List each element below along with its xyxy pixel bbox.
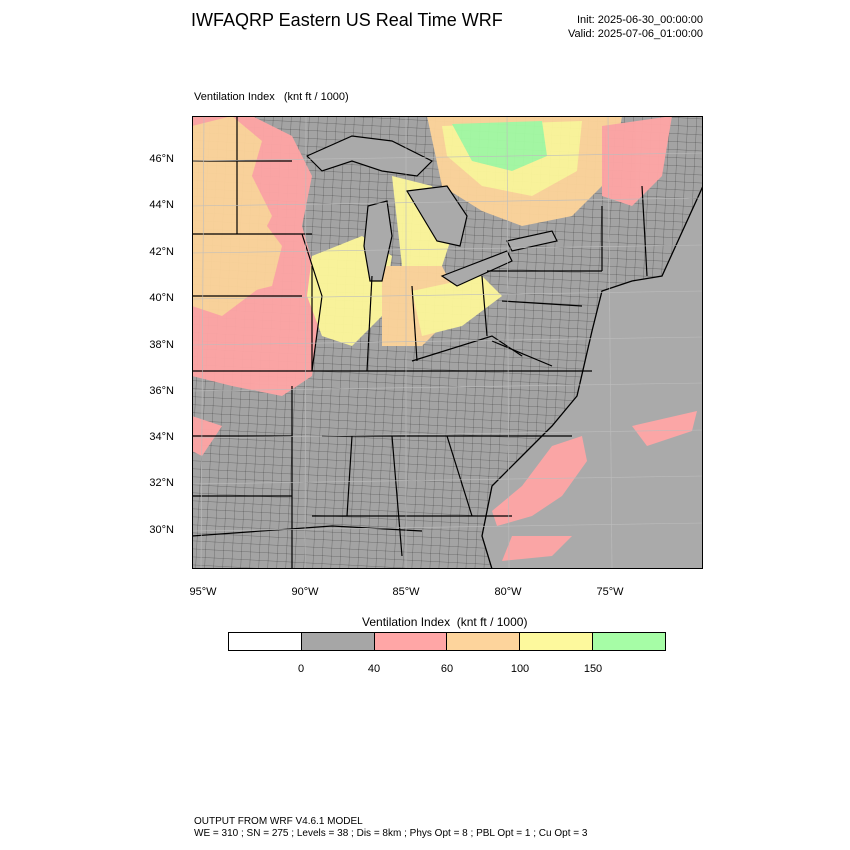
great-lakes bbox=[305, 135, 558, 287]
valid-time: Valid: 2025-07-06_01:00:00 bbox=[568, 28, 703, 40]
colorbar-box bbox=[301, 633, 375, 650]
lat-label: 32°N bbox=[149, 477, 174, 489]
colorbar-tick-label: 60 bbox=[440, 663, 454, 675]
lon-label: 90°W bbox=[291, 586, 319, 598]
shade-pink-atlantic-se bbox=[492, 436, 587, 526]
colorbar-tick-label: 100 bbox=[510, 663, 530, 675]
colorbar-box bbox=[520, 633, 594, 650]
colorbar-tick-label: 40 bbox=[367, 663, 381, 675]
weather-map bbox=[192, 116, 703, 569]
ventilation-shading bbox=[192, 116, 697, 561]
colorbar-tick-label: 150 bbox=[583, 663, 603, 675]
colorbar-box bbox=[593, 633, 665, 650]
lat-label: 42°N bbox=[149, 246, 174, 258]
init-time: Init: 2025-06-30_00:00:00 bbox=[577, 14, 703, 26]
lake-ontario bbox=[506, 230, 558, 252]
model-info: OUTPUT FROM WRF V4.6.1 MODEL bbox=[194, 816, 363, 827]
lon-label: 80°W bbox=[494, 586, 522, 598]
colorbar-tick-label: 0 bbox=[297, 663, 305, 675]
shade-pink-atlantic-e bbox=[632, 411, 697, 446]
colorbar-box bbox=[374, 633, 448, 650]
lon-label: 75°W bbox=[596, 586, 624, 598]
plot-title: IWFAQRP Eastern US Real Time WRF bbox=[191, 10, 503, 30]
lon-label: 95°W bbox=[189, 586, 217, 598]
lat-label: 30°N bbox=[149, 524, 174, 536]
lat-label: 46°N bbox=[149, 153, 174, 165]
lake-erie bbox=[440, 250, 513, 287]
coastline bbox=[481, 185, 703, 569]
lat-label: 38°N bbox=[149, 339, 174, 351]
model-config: WE = 310 ; SN = 275 ; Levels = 38 ; Dis … bbox=[194, 828, 588, 839]
lake-superior bbox=[305, 135, 434, 177]
lat-label: 44°N bbox=[149, 199, 174, 211]
lat-label: 36°N bbox=[149, 385, 174, 397]
lake-michigan bbox=[363, 200, 393, 282]
lat-label: 40°N bbox=[149, 292, 174, 304]
colorbar-title: Ventilation Index (knt ft / 1000) bbox=[362, 615, 528, 629]
field-label: Ventilation Index (knt ft / 1000) bbox=[194, 91, 349, 103]
shade-pink-quebec bbox=[602, 116, 672, 206]
county-lines bbox=[192, 116, 703, 569]
grid-lines bbox=[192, 116, 703, 569]
shade-orange-mn bbox=[202, 206, 282, 296]
lake-huron bbox=[406, 185, 468, 247]
shade-pink-atlantic-s bbox=[502, 536, 572, 561]
colorbar-box bbox=[229, 633, 302, 650]
lat-label: 34°N bbox=[149, 431, 174, 443]
state-borders bbox=[192, 116, 648, 569]
lon-label: 85°W bbox=[392, 586, 420, 598]
shade-green-ontario bbox=[452, 121, 547, 171]
map-border bbox=[192, 116, 703, 569]
colorbar bbox=[228, 632, 666, 651]
colorbar-box bbox=[447, 633, 521, 650]
shade-yellow-oh bbox=[412, 276, 502, 336]
